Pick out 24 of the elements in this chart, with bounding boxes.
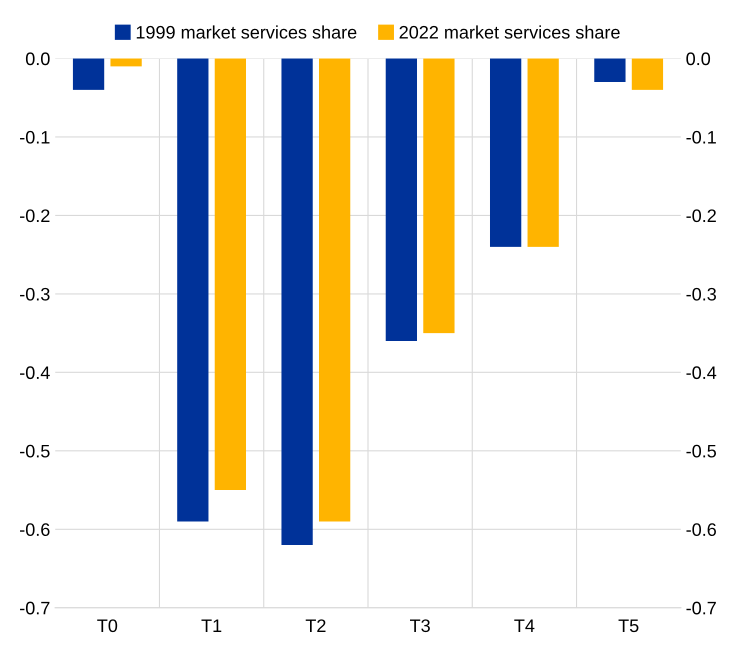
x-tick-label: T2 bbox=[306, 619, 326, 632]
y-tick-label: -0.6 bbox=[20, 523, 50, 536]
y2-tick-label: -0.6 bbox=[686, 523, 716, 536]
x-tick-label: T3 bbox=[410, 619, 430, 632]
y2-tick-label: -0.1 bbox=[686, 130, 716, 144]
legend-label: 2022 market services share bbox=[400, 25, 620, 39]
x-tick-label: T0 bbox=[97, 619, 118, 632]
y2-tick-label: 0.0 bbox=[686, 52, 710, 66]
y2-tick-label: -0.7 bbox=[686, 602, 716, 614]
y2-tick-label: -0.4 bbox=[686, 366, 716, 380]
y-tick-label: -0.2 bbox=[20, 209, 50, 222]
y2-tick-label: -0.3 bbox=[686, 288, 716, 301]
y-tick-label: -0.7 bbox=[20, 602, 50, 614]
y-tick-label: -0.1 bbox=[20, 130, 50, 144]
legend-label: 1999 market services share bbox=[136, 25, 356, 39]
y2-tick-label: -0.5 bbox=[686, 444, 716, 458]
y2-tick-label: -0.2 bbox=[686, 209, 716, 222]
x-tick-label: T1 bbox=[201, 620, 222, 632]
y-tick-label: 0.0 bbox=[26, 52, 50, 66]
y-tick-label: -0.4 bbox=[20, 366, 50, 380]
x-tick-label: T4 bbox=[514, 620, 534, 632]
x-tick-label: T5 bbox=[618, 620, 638, 632]
y-tick-label: -0.3 bbox=[20, 288, 50, 301]
y-tick-label: -0.5 bbox=[20, 444, 50, 458]
